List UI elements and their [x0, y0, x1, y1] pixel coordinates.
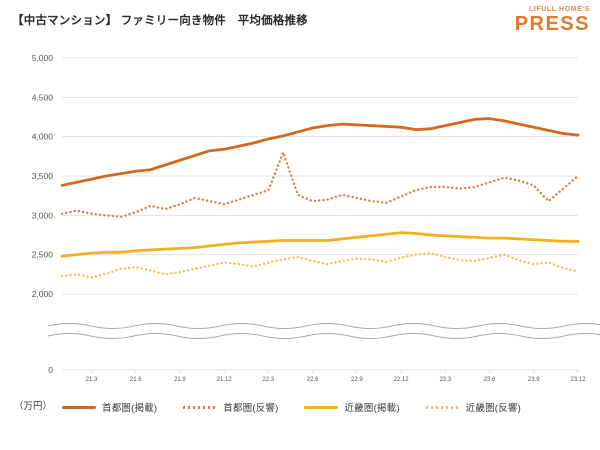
x-axis-tick-label: 21.3: [86, 377, 98, 383]
y-axis-zero-label-group: 0: [48, 365, 53, 375]
x-axis-tick-label: 23.12: [570, 377, 586, 383]
series-line-0: [60, 117, 580, 187]
chart-legend: 首都圏(掲載) 首都圏(反響) 近畿圏(掲載) 近畿圏(反響): [0, 392, 600, 422]
legend-swatch-solid-icon: [62, 402, 96, 412]
series-line-2: [60, 231, 580, 258]
x-axis-tick-label: 23.9: [528, 377, 540, 383]
series-line-3: [60, 251, 580, 279]
x-axis-tick-label: 21.9: [174, 377, 186, 383]
x-axis-tick-label: 22.9: [351, 377, 363, 383]
gridlines-group: [62, 57, 578, 295]
y-axis-labels-group: 2,000 2,500 3,000 3,500 4,000 4,500 5,000: [32, 53, 54, 299]
x-axis-tick-label: 23.3: [439, 377, 451, 383]
legend-item-2[interactable]: 近畿圏(掲載): [304, 400, 400, 414]
y-axis-tick-label: 3,000: [32, 210, 54, 220]
x-axis-labels-group: 21.3 21.6 21.9 21.12 22.3 22.6 22.9 22.12 23.3 23…: [86, 377, 587, 383]
legend-label-3: 近畿圏(反響): [465, 403, 521, 414]
legend-swatch-dotted-icon: [425, 402, 460, 412]
legend-swatch-solid-icon: [304, 402, 339, 412]
y-axis-zero-label: 0: [48, 365, 53, 375]
legend-item-3[interactable]: 近畿圏(反響): [425, 400, 521, 414]
page-title: 【中古マンション】 ファミリー向き物件 平均価格推移: [12, 15, 308, 27]
legend-label-0: 首都圏(掲載): [102, 403, 158, 414]
series-line-1: [60, 151, 580, 219]
axis-break-wave-top: [47, 323, 600, 329]
y-axis-tick-label: 4,000: [32, 132, 54, 142]
y-axis-tick-label: 3,500: [32, 171, 54, 181]
series-group: [60, 117, 580, 279]
x-axis-tick-label: 21.6: [130, 377, 142, 383]
y-axis-tick-label: 5,000: [32, 53, 54, 63]
x-axis-tick-label: 23.6: [484, 377, 496, 383]
x-axis-tick-label: 21.12: [217, 377, 233, 383]
legend-item-1[interactable]: 首都圏(反響): [183, 400, 278, 414]
legend-label-2: 近畿圏(掲載): [344, 403, 400, 414]
legend-item-0[interactable]: 首都圏(掲載): [62, 400, 157, 414]
axis-break-wavy-lines: [47, 323, 600, 339]
y-axis-tick-label: 4,500: [32, 92, 54, 102]
legend-label-1: 首都圏(反響): [223, 403, 279, 414]
brand-word-text: PRESS: [514, 13, 590, 35]
x-axis-tick-label: 22.3: [263, 377, 275, 383]
x-axis-tick-label: 22.6: [307, 377, 319, 383]
x-axis-tick-label: 22.12: [394, 377, 410, 383]
brand-kicker-text: LIFULL HOME'S: [528, 6, 590, 13]
chart-header: 【中古マンション】 ファミリー向き物件 平均価格推移 LIFULL HOME'S…: [0, 0, 600, 44]
y-axis-tick-label: 2,000: [32, 289, 54, 299]
legend-swatch-dotted-icon: [183, 402, 218, 412]
line-chart-svg: 2,000 2,500 3,000 3,500 4,000 4,500 5,000 21.3…: [32, 53, 600, 383]
lifull-homes-press-logo: LIFULL HOME'S PRESS: [515, 6, 590, 34]
x-axis-group: [62, 369, 579, 373]
y-axis-tick-label: 2,500: [32, 250, 54, 260]
axis-break-wave-bottom: [47, 333, 600, 339]
y-axis-unit-label: （万円）: [14, 401, 53, 412]
chart-plot-area: 2,000 2,500 3,000 3,500 4,000 4,500 5,000 21.3…: [0, 44, 600, 394]
